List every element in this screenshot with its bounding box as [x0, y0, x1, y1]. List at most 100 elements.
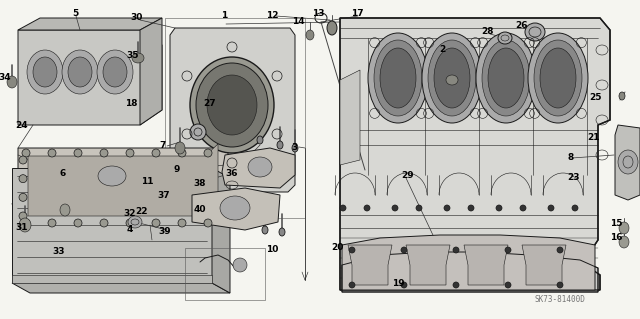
Ellipse shape: [100, 219, 108, 227]
Text: 8: 8: [568, 152, 574, 161]
Text: 13: 13: [312, 10, 324, 19]
Ellipse shape: [488, 48, 524, 108]
Ellipse shape: [22, 149, 30, 157]
Ellipse shape: [68, 57, 92, 87]
Text: 24: 24: [16, 122, 28, 130]
Ellipse shape: [279, 228, 285, 236]
Text: 36: 36: [226, 168, 238, 177]
Text: SK73-81400D: SK73-81400D: [534, 295, 586, 305]
Ellipse shape: [204, 149, 212, 157]
Ellipse shape: [128, 216, 142, 228]
Text: 15: 15: [610, 219, 622, 228]
Ellipse shape: [74, 149, 82, 157]
Polygon shape: [192, 188, 280, 230]
Text: 39: 39: [159, 227, 172, 236]
Ellipse shape: [103, 57, 127, 87]
Text: 23: 23: [568, 174, 580, 182]
Text: 2: 2: [439, 46, 445, 55]
Ellipse shape: [349, 282, 355, 288]
Polygon shape: [12, 283, 230, 293]
Ellipse shape: [619, 236, 629, 248]
Polygon shape: [222, 148, 295, 188]
Ellipse shape: [277, 141, 283, 149]
Ellipse shape: [392, 205, 398, 211]
Text: 11: 11: [141, 177, 153, 187]
Polygon shape: [340, 70, 360, 165]
Ellipse shape: [525, 23, 545, 41]
Ellipse shape: [422, 33, 482, 123]
Text: 14: 14: [292, 18, 304, 26]
Ellipse shape: [152, 149, 160, 157]
Ellipse shape: [482, 40, 530, 116]
Ellipse shape: [19, 212, 27, 220]
Ellipse shape: [416, 205, 422, 211]
Text: 37: 37: [157, 191, 170, 201]
Ellipse shape: [62, 50, 98, 94]
Ellipse shape: [19, 156, 27, 164]
Ellipse shape: [22, 219, 30, 227]
Text: 27: 27: [204, 100, 216, 108]
Text: 1: 1: [221, 11, 227, 20]
Text: 31: 31: [16, 224, 28, 233]
Polygon shape: [342, 252, 598, 292]
Ellipse shape: [520, 205, 526, 211]
Polygon shape: [615, 125, 640, 200]
Text: 10: 10: [266, 246, 278, 255]
Ellipse shape: [196, 63, 268, 147]
Ellipse shape: [175, 142, 185, 154]
Ellipse shape: [540, 48, 576, 108]
Text: 35: 35: [127, 51, 140, 61]
Ellipse shape: [19, 175, 27, 183]
Ellipse shape: [7, 76, 17, 88]
Ellipse shape: [505, 282, 511, 288]
Text: 6: 6: [60, 169, 66, 179]
Text: 40: 40: [194, 205, 206, 214]
Ellipse shape: [33, 57, 57, 87]
Polygon shape: [348, 245, 392, 285]
Ellipse shape: [364, 205, 370, 211]
Ellipse shape: [476, 33, 536, 123]
Text: 9: 9: [174, 166, 180, 174]
Text: 17: 17: [351, 10, 364, 19]
Ellipse shape: [100, 149, 108, 157]
Polygon shape: [522, 245, 566, 285]
Text: 19: 19: [392, 279, 404, 288]
Text: 12: 12: [266, 11, 278, 20]
Ellipse shape: [207, 75, 257, 135]
Ellipse shape: [374, 40, 422, 116]
Ellipse shape: [292, 144, 298, 152]
Polygon shape: [212, 168, 230, 293]
Text: 4: 4: [127, 226, 133, 234]
Bar: [12, 275, 212, 283]
Ellipse shape: [327, 21, 337, 35]
Ellipse shape: [498, 32, 512, 44]
Ellipse shape: [618, 150, 638, 174]
Ellipse shape: [496, 205, 502, 211]
Ellipse shape: [557, 282, 563, 288]
Ellipse shape: [204, 219, 212, 227]
Ellipse shape: [446, 75, 458, 85]
Ellipse shape: [453, 247, 459, 253]
Ellipse shape: [126, 149, 134, 157]
Ellipse shape: [572, 205, 578, 211]
Polygon shape: [170, 28, 295, 192]
Ellipse shape: [340, 205, 346, 211]
Ellipse shape: [401, 247, 407, 253]
Ellipse shape: [98, 166, 126, 186]
Ellipse shape: [368, 33, 428, 123]
Ellipse shape: [262, 226, 268, 234]
Polygon shape: [12, 168, 212, 283]
Ellipse shape: [74, 219, 82, 227]
Text: 21: 21: [588, 133, 600, 143]
Ellipse shape: [444, 205, 450, 211]
Ellipse shape: [434, 48, 470, 108]
Polygon shape: [140, 18, 162, 125]
Text: 33: 33: [52, 248, 65, 256]
Polygon shape: [464, 245, 508, 285]
Text: 18: 18: [125, 100, 137, 108]
Ellipse shape: [60, 204, 70, 216]
Bar: [165, 18, 305, 218]
Ellipse shape: [401, 282, 407, 288]
Ellipse shape: [19, 193, 27, 201]
Polygon shape: [340, 18, 610, 290]
